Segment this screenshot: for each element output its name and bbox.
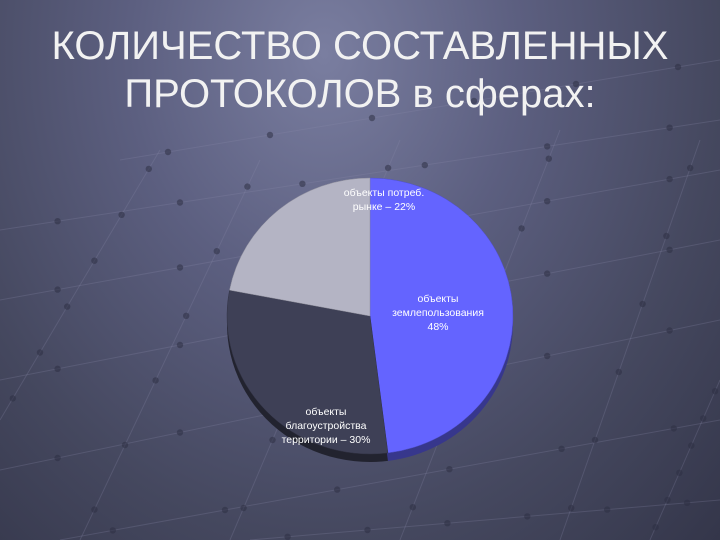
grid-dot (164, 148, 172, 156)
grid-dot (240, 504, 247, 512)
pie-slice-label-line: благоустройства (286, 420, 367, 432)
grid-dot (91, 257, 98, 264)
pie-slice (229, 177, 371, 317)
grid-line (119, 59, 720, 161)
pie-slice-label-line: объекты (418, 293, 459, 305)
grid-dot (664, 496, 671, 504)
grid-line (0, 149, 161, 421)
grid-dot (54, 454, 61, 462)
grid-dot (544, 352, 551, 360)
grid-dot (666, 175, 673, 183)
grid-dot (444, 520, 451, 527)
grid-dot (591, 436, 599, 444)
grid-dot (364, 526, 371, 534)
grid-line (649, 379, 720, 540)
pie-slice (369, 177, 514, 454)
grid-line (79, 159, 261, 540)
grid-dot (183, 312, 190, 319)
grid-dot (54, 365, 61, 372)
grid-line (559, 139, 701, 540)
grid-dot (384, 164, 392, 172)
grid-dot (109, 527, 117, 534)
pie-slice-label: объекты потреб. рынке – 22% (344, 187, 425, 213)
grid-dot (284, 533, 291, 540)
pie-slice-label-line: объекты потреб. (344, 187, 425, 199)
grid-dot (176, 199, 184, 206)
grid-dot (683, 499, 691, 506)
grid-dot (711, 388, 719, 395)
grid-dot (470, 97, 478, 105)
grid-dot (446, 466, 453, 473)
grid-dot (54, 218, 61, 225)
grid-dot (518, 225, 525, 232)
grid-dot (604, 506, 611, 513)
grid-line (59, 419, 720, 540)
grid-dot (299, 180, 306, 187)
pie-slice-label-line: рынке – 22% (353, 201, 415, 213)
grid-dot (639, 300, 646, 308)
grid-dot (221, 506, 229, 514)
grid-dot (63, 303, 71, 310)
grid-dot (666, 327, 673, 334)
grid-dot (409, 504, 416, 511)
grid-dot (615, 368, 622, 376)
grid-dot (670, 425, 677, 432)
grid-dot (152, 377, 159, 384)
grid-dot (176, 429, 184, 436)
grid-dot (568, 504, 575, 512)
grid-dot (91, 506, 98, 513)
grid-dot (544, 198, 551, 205)
grid-dot (176, 264, 184, 271)
grid-dot (421, 161, 428, 169)
grid-dot (176, 341, 184, 349)
grid-dot (558, 445, 565, 452)
grid-line (0, 119, 720, 231)
grid-dot (687, 164, 694, 172)
grid-dot (244, 183, 251, 190)
grid-dot (54, 286, 61, 293)
grid-dot (9, 395, 16, 402)
grid-dot (121, 441, 129, 449)
grid-dot (700, 415, 707, 422)
grid-dot (524, 513, 531, 520)
slide-title: КОЛИЧЕСТВО СОСТАВЛЕННЫХ ПРОТОКОЛОВ в сфе… (0, 22, 720, 118)
pie-slice-label: объекты благоустройства территории – 30% (282, 406, 371, 446)
grid-dot (269, 436, 276, 444)
grid-dot (663, 232, 670, 240)
grid-dot (545, 155, 552, 162)
slide-title-line-2: ПРОТОКОЛОВ в сферах: (124, 72, 596, 116)
grid-dot (544, 270, 551, 277)
grid-dot (145, 165, 152, 173)
grid-dot (652, 524, 659, 531)
grid-dot (688, 442, 695, 449)
grid-dot (544, 143, 551, 150)
pie-slice-label-line: 48% (427, 321, 448, 333)
grid-dot (666, 124, 673, 131)
pie-slice-label-line: территории – 30% (282, 434, 371, 446)
pie-slice-label-line: землепользования (392, 307, 484, 319)
pie-slice-label: объекты землепользования 48% (392, 293, 484, 333)
grid-dot (674, 63, 682, 71)
pie-slice (226, 289, 389, 455)
grid-dot (572, 80, 580, 88)
grid-dot (676, 469, 683, 476)
grid-dot (334, 486, 341, 493)
grid-dot (118, 211, 125, 218)
grid-line (249, 499, 720, 540)
grid-dot (666, 246, 673, 253)
grid-dot (368, 114, 376, 122)
grid-dot (213, 248, 220, 255)
grid-dot (266, 131, 274, 139)
slide-title-line-1: КОЛИЧЕСТВО СОСТАВЛЕННЫХ (51, 24, 669, 68)
pie-slice-label-line: объекты (306, 406, 347, 418)
grid-dot (36, 349, 44, 356)
